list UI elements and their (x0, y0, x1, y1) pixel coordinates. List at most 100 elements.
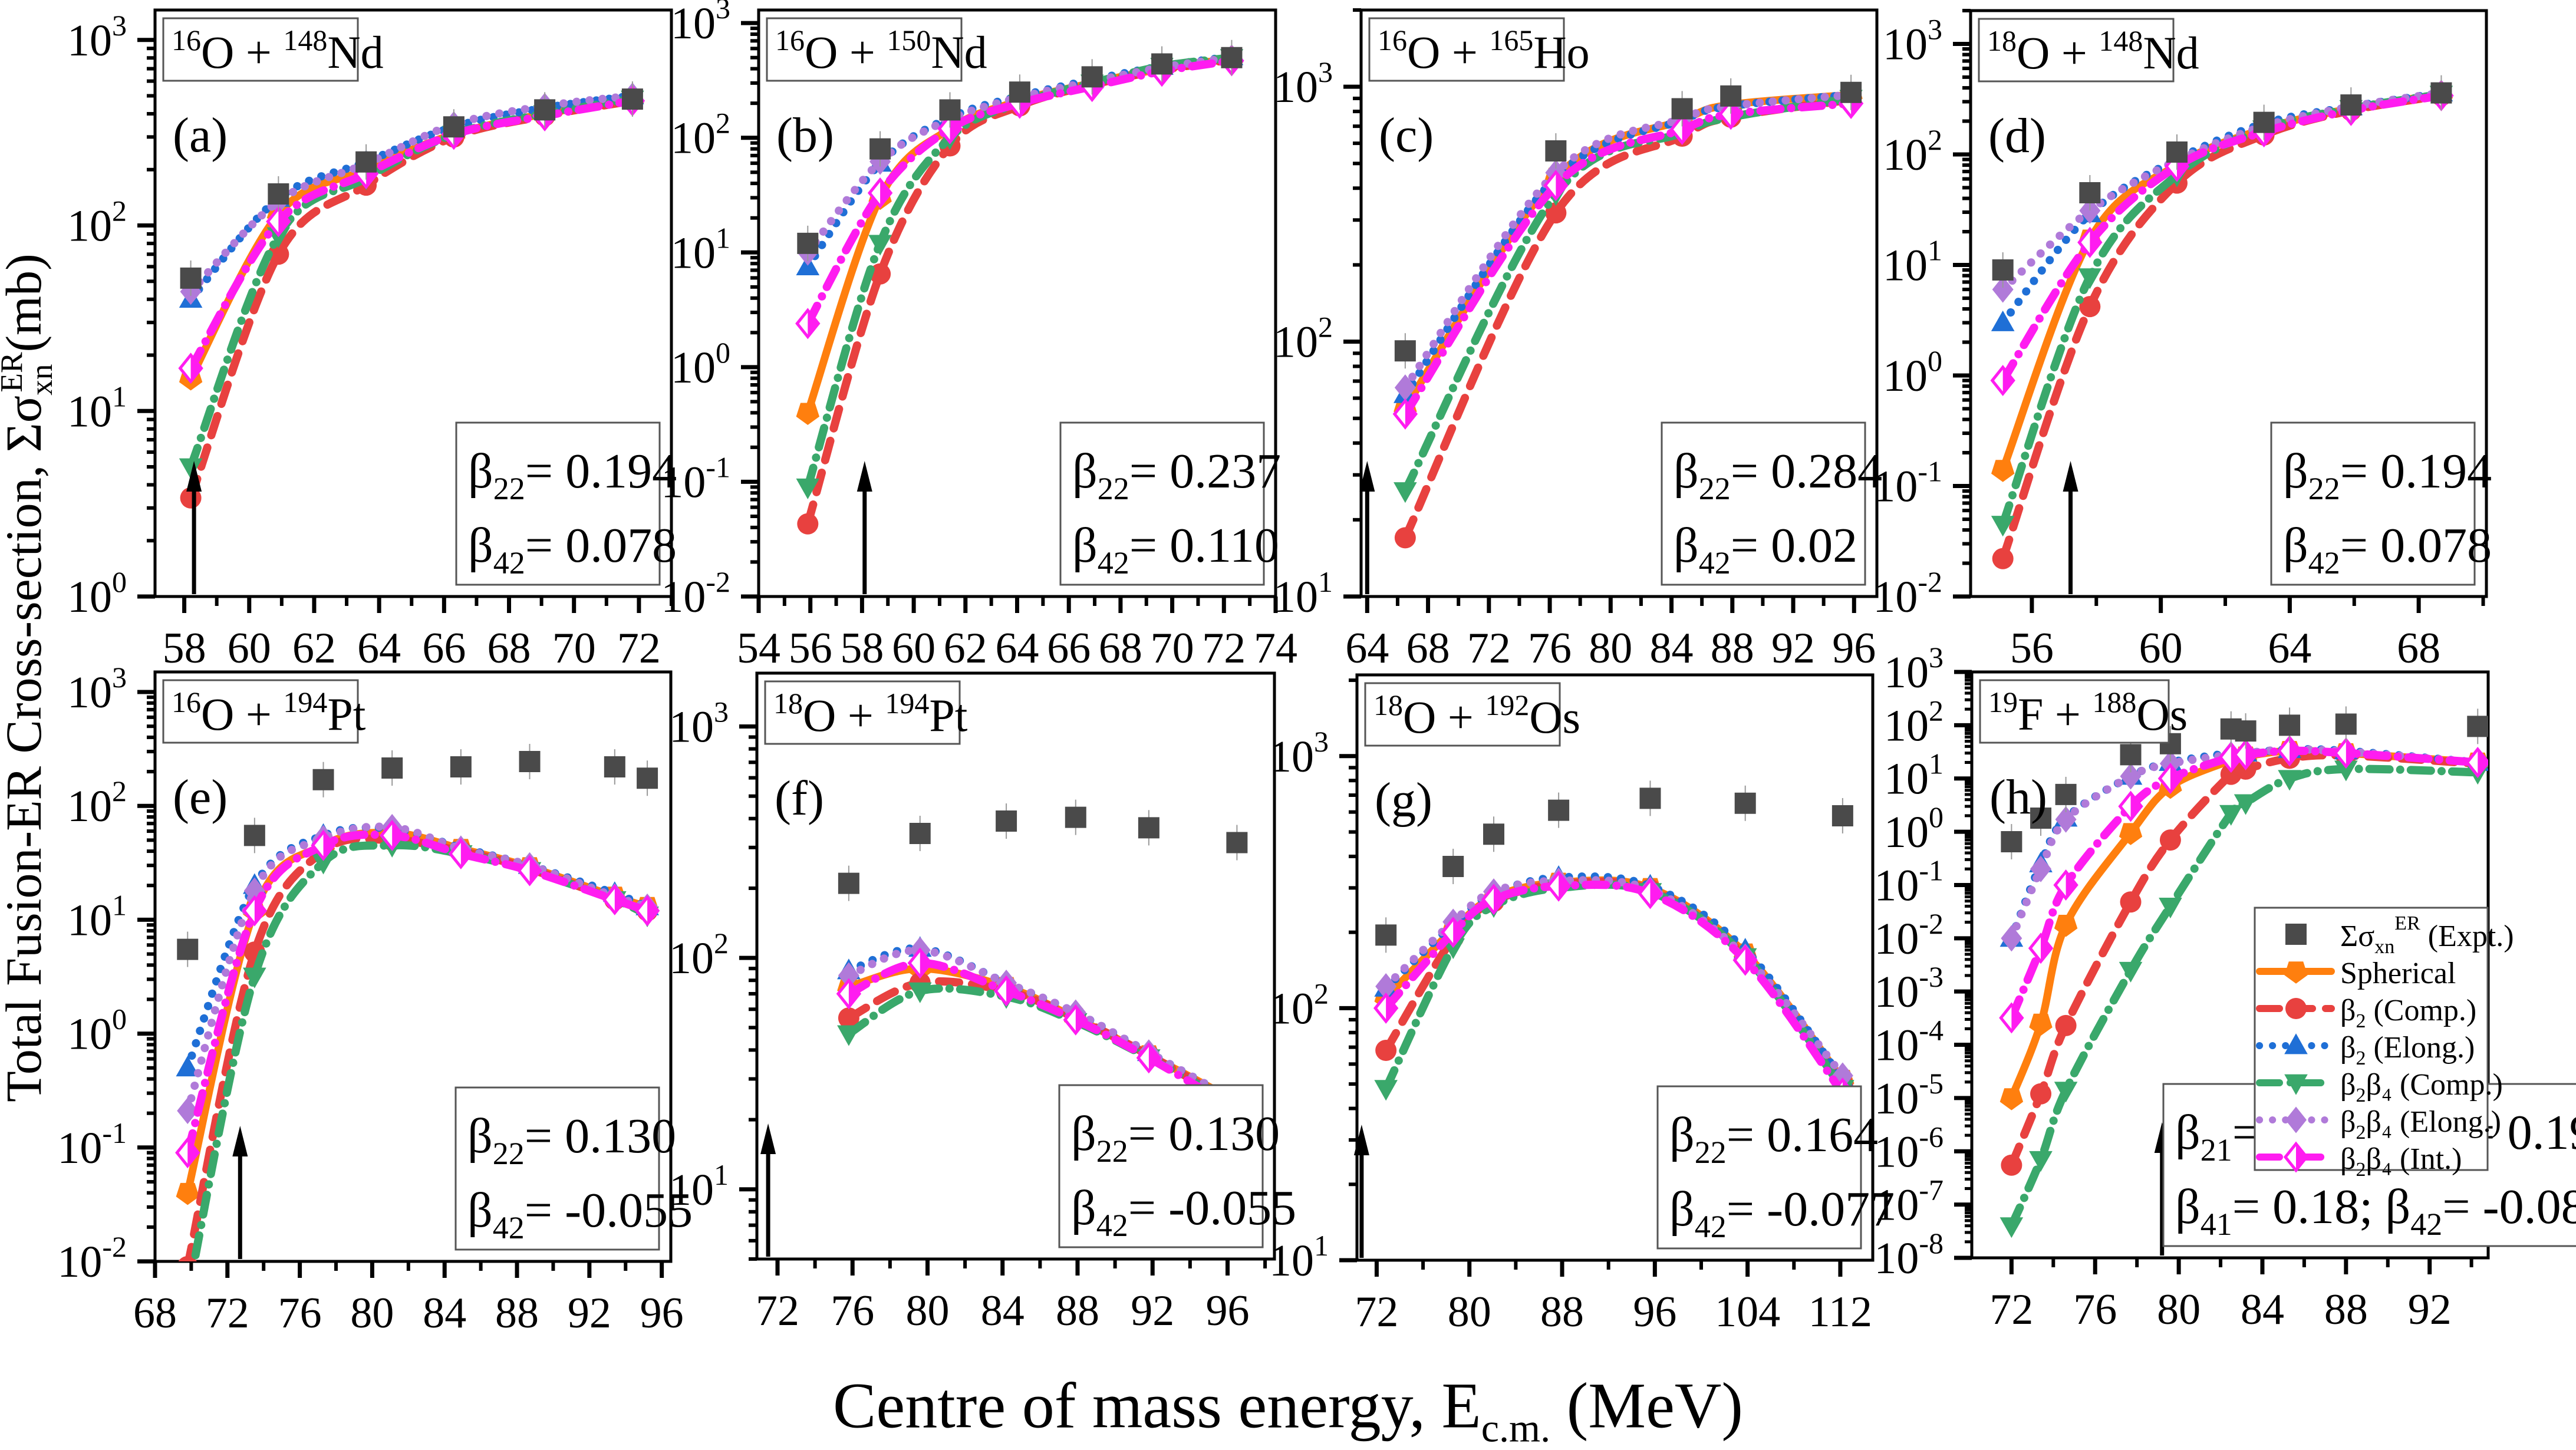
marker-b24c (176, 1287, 199, 1308)
marker-b24i-fill (2245, 741, 2257, 768)
marker-sph (796, 403, 819, 425)
beta-symbol: β (1669, 1182, 1695, 1237)
deformation-box (454, 1086, 660, 1251)
y-tick-exponent: 2 (1318, 311, 1333, 344)
marker-b2c (2079, 296, 2101, 318)
legend-label-tail: (Expt.) (2420, 920, 2514, 953)
x-tick-label: 92 (1131, 1287, 1174, 1335)
y-tick-exponent: 2 (716, 107, 730, 140)
marker-b24e (2120, 763, 2142, 790)
mass-number: 165 (1489, 24, 1533, 57)
legend-label-tail: β₄ (Elong.) (2366, 1105, 2501, 1139)
marker-b2c (2120, 891, 2142, 913)
y-tick-label: 102 (671, 107, 730, 163)
nucleus-symbol: O (2017, 27, 2050, 78)
y-tick-base: 10 (1884, 648, 1929, 697)
marker-b24i-fill (2478, 749, 2488, 776)
marker-expt (2001, 831, 2022, 852)
y-tick-base: 10 (67, 895, 112, 945)
y-tick-base: 10 (1273, 318, 1318, 367)
y-tick-label: 103 (67, 9, 127, 65)
marker-expt (1639, 787, 1661, 809)
panel-label: (h) (1989, 770, 2047, 825)
marker-b24e (2030, 855, 2052, 882)
beta-value: = 0.284 (1731, 444, 1882, 499)
y-tick-base: 10 (57, 1237, 102, 1287)
marker-sph (1999, 1088, 2024, 1110)
marker-b24i-fill (920, 950, 931, 977)
y-tick-exponent: 0 (1929, 800, 1943, 833)
beta-subscript: 22 (1096, 1133, 1128, 1169)
marker-expt (1221, 47, 1243, 68)
panel-label: (b) (776, 108, 834, 163)
legend-label-tail: (Elong.) (2366, 1031, 2475, 1065)
marker-b24i-fill (2170, 765, 2181, 792)
y-tick-label: 102 (67, 195, 127, 251)
series-line-b24i (2007, 746, 2482, 1022)
y-tick-base: 10 (671, 0, 716, 48)
beta-value: = 0.18; (2232, 1179, 2386, 1234)
y-tick-label: 102 (1269, 977, 1329, 1033)
marker-b24c (2159, 898, 2182, 919)
marker-b24i-fill (1006, 977, 1017, 1004)
y-tick-base: 10 (661, 457, 706, 507)
legend-label-main: β (2340, 1142, 2356, 1176)
beta-symbol: β (1669, 1108, 1695, 1162)
legend-marker-expt (2285, 924, 2307, 945)
marker-b24e (1375, 973, 1397, 1000)
x-tick-label: 88 (495, 1289, 539, 1337)
marker-b24c (2119, 961, 2143, 983)
marker-b24c (2234, 794, 2258, 815)
beta-symbol: β (2385, 1179, 2410, 1234)
x-tick-label: 96 (1832, 624, 1876, 673)
legend-label: β2β₄ (Int.) (2340, 1142, 2462, 1181)
y-tick-label: 10-2 (57, 1230, 127, 1287)
deformation-box (1656, 1085, 1862, 1250)
marker-b24i-fill (392, 822, 403, 849)
marker-b24i-fill (647, 897, 658, 924)
y-tick-base: 10 (57, 1123, 102, 1173)
x-tick-label: 112 (1809, 1288, 1872, 1336)
y-tick-base: 10 (1874, 1074, 1919, 1123)
marker-b2c (2001, 1154, 2022, 1176)
x-tick-label: 72 (617, 624, 661, 673)
series-line-b2c (2007, 751, 2482, 1169)
barrier-arrow-icon (1353, 1125, 1369, 1155)
marker-expt (1375, 924, 1397, 946)
x-tick-label: 92 (568, 1289, 611, 1337)
y-axis-title-sup: ER (0, 352, 29, 393)
marker-expt (2235, 720, 2257, 742)
x-tick-label: 56 (2010, 624, 2054, 673)
y-tick-label: 101 (1883, 233, 1942, 290)
marker-b24i-fill (808, 310, 819, 337)
marker-b24i-fill (614, 886, 625, 913)
x-tick-label: 84 (2241, 1286, 2284, 1334)
marker-b24i-fill (2346, 740, 2357, 767)
marker-sph (2029, 1013, 2053, 1036)
y-tick-label: 100 (1883, 344, 1942, 401)
y-axis-title: Total Fusion-ER Cross-section, ΣσxnER(mb… (0, 253, 59, 1102)
x-tick-label: 60 (892, 624, 935, 673)
marker-expt (1831, 805, 1853, 826)
nucleus-symbol: Os (1529, 691, 1580, 743)
x-tick-label: 80 (2157, 1286, 2201, 1334)
beta-value: = 0.110 (1129, 518, 1279, 573)
y-tick-base: 10 (67, 782, 112, 831)
marker-expt (2079, 182, 2101, 203)
marker-expt (1671, 98, 1693, 120)
marker-expt (1226, 832, 1248, 853)
y-tick-exponent: 1 (1929, 747, 1943, 780)
y-tick-base: 10 (1874, 861, 1919, 910)
reaction-label: 16O + 148Nd (172, 24, 384, 78)
y-tick-base: 10 (1273, 572, 1318, 622)
y-tick-label: 10-1 (1874, 853, 1943, 910)
nucleus-symbol: Pt (929, 690, 967, 741)
legend-label-tail: β₄ (Int.) (2366, 1142, 2462, 1176)
beta-value: = 0.164 (1727, 1108, 1878, 1162)
y-tick-label: 103 (67, 661, 127, 717)
y-tick-base: 10 (1883, 19, 1928, 69)
y-tick-label: 103 (1884, 641, 1943, 697)
